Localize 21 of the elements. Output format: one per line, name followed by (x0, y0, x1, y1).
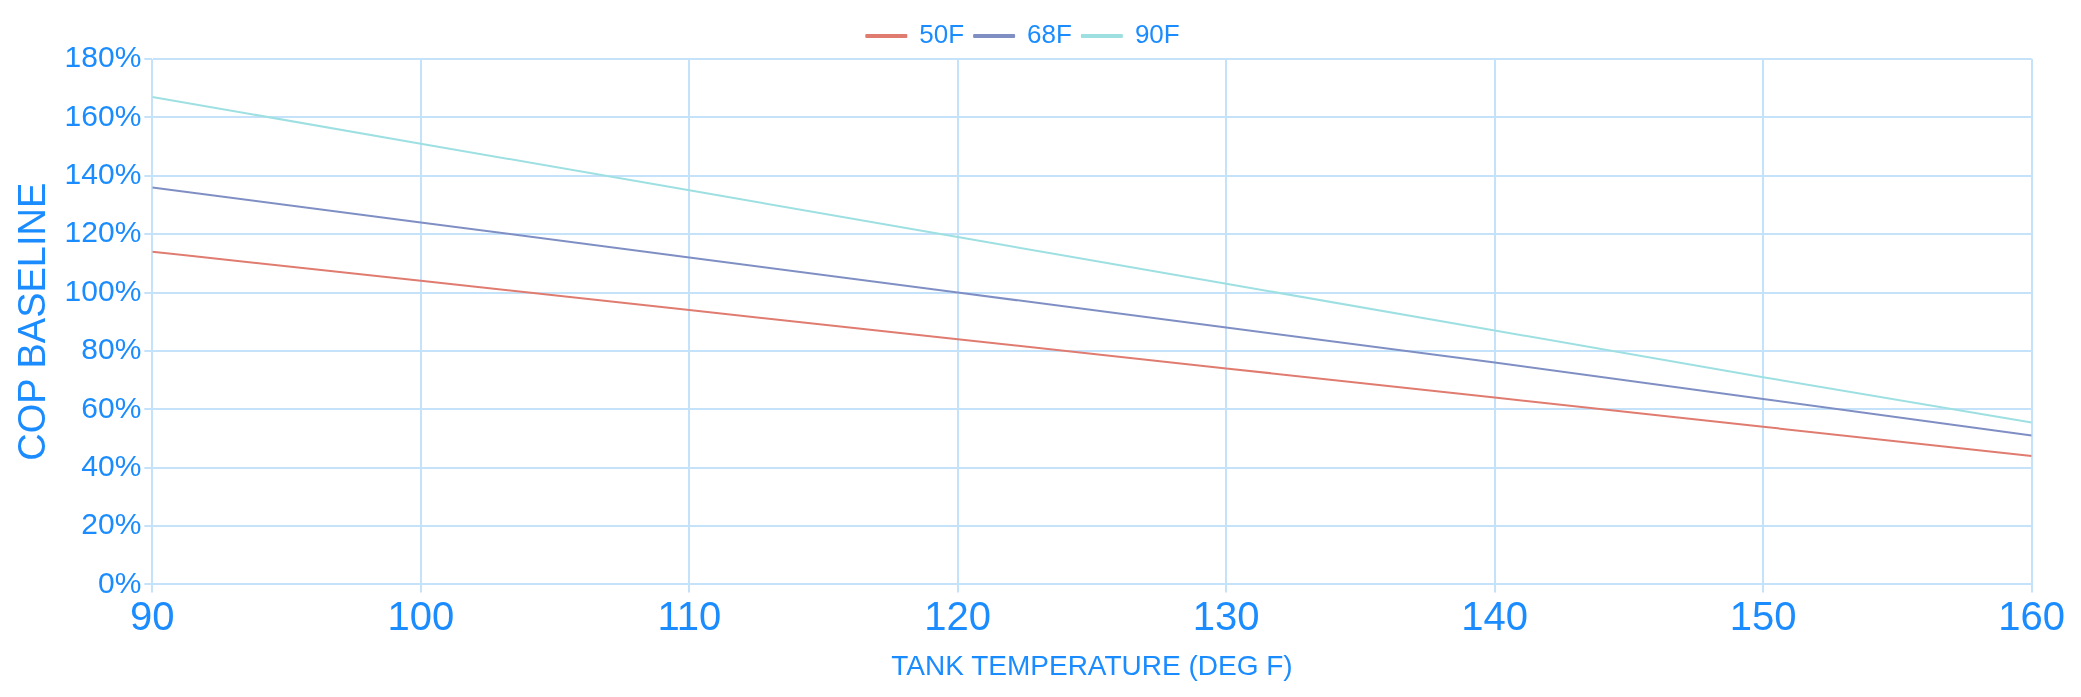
y-tick-label: 80% (81, 332, 142, 366)
x-tick-label: 130 (1192, 594, 1260, 639)
x-tick-label: 140 (1461, 594, 1529, 639)
legend-label: 90F (1134, 19, 1180, 50)
x-tick-label: 150 (1729, 594, 1797, 639)
y-tick-label: 20% (81, 507, 142, 541)
x-tick-label: 110 (657, 594, 722, 639)
y-tick-label: 40% (81, 448, 142, 482)
legend-label: 68F (1027, 19, 1072, 50)
y-tick-label: 100% (64, 273, 142, 307)
y-axis-title: COP BASELINE (11, 182, 54, 461)
y-tick-label: 160% (64, 98, 142, 132)
x-tick-label: 100 (387, 594, 455, 639)
y-tick-label: 120% (64, 215, 142, 249)
legend-label: 50F (919, 19, 965, 50)
x-tick-label: 160 (1998, 594, 2066, 639)
y-tick-label: 140% (64, 157, 142, 191)
x-tick-label: 120 (924, 594, 992, 639)
y-tick-label: 60% (81, 390, 142, 424)
y-tick-label: 180% (64, 40, 142, 74)
x-axis-title: TANK TEMPERATURE (DEG F) (891, 649, 1293, 681)
